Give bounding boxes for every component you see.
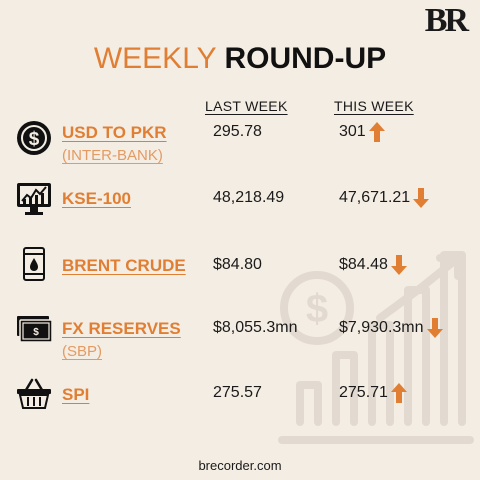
this-week-cell: 275.71 <box>339 383 407 403</box>
this-week-value: 301 <box>339 123 366 140</box>
arrow-down-icon <box>426 318 443 338</box>
this-week-value: 275.71 <box>339 384 388 401</box>
last-week-value: 275.57 <box>213 384 262 401</box>
this-week-value: $84.48 <box>339 256 388 273</box>
shopping-basket-icon <box>17 378 51 409</box>
stock-monitor-icon <box>17 183 51 215</box>
arrow-up-icon <box>368 122 385 142</box>
last-week-value: 295.78 <box>213 123 262 140</box>
row-sublabel: (SBP) <box>62 343 103 360</box>
svg-text:$: $ <box>29 129 40 150</box>
this-week-cell: $84.48 <box>339 255 407 275</box>
footer-website: brecorder.com <box>198 458 282 473</box>
this-week-value: $7,930.3mn <box>339 319 424 336</box>
arrow-up-icon <box>390 383 407 403</box>
last-week-value: 48,218.49 <box>213 189 285 206</box>
svg-text:$: $ <box>33 327 39 338</box>
this-week-cell: 301 <box>339 122 385 142</box>
row-label: KSE-100 <box>62 189 131 208</box>
title-round-up: ROUND-UP <box>224 42 387 75</box>
column-header-last-week: LAST WEEK <box>205 98 288 114</box>
arrow-down-icon <box>413 188 430 208</box>
last-week-value: $84.80 <box>213 256 262 273</box>
title-weekly: WEEKLY <box>93 42 217 75</box>
row-sublabel: (INTER-BANK) <box>62 147 163 164</box>
this-week-value: 47,671.21 <box>339 189 411 206</box>
oil-barrel-icon <box>23 247 45 281</box>
banknote-icon: $ <box>17 316 52 343</box>
page-title: WEEKLY ROUND-UP <box>0 42 480 76</box>
last-week-value: $8,055.3mn <box>213 319 298 336</box>
row-label: BRENT CRUDE <box>62 256 186 275</box>
svg-text:$: $ <box>306 287 328 331</box>
arrow-down-icon <box>390 255 407 275</box>
this-week-cell: $7,930.3mn <box>339 318 443 338</box>
dollar-coin-icon: $ <box>17 121 51 155</box>
row-label: USD TO PKR <box>62 123 167 142</box>
this-week-cell: 47,671.21 <box>339 188 430 208</box>
column-header-this-week: THIS WEEK <box>334 98 414 114</box>
row-label: FX RESERVES <box>62 319 181 338</box>
brand-logo: BR <box>424 2 469 39</box>
row-label: SPI <box>62 385 90 404</box>
